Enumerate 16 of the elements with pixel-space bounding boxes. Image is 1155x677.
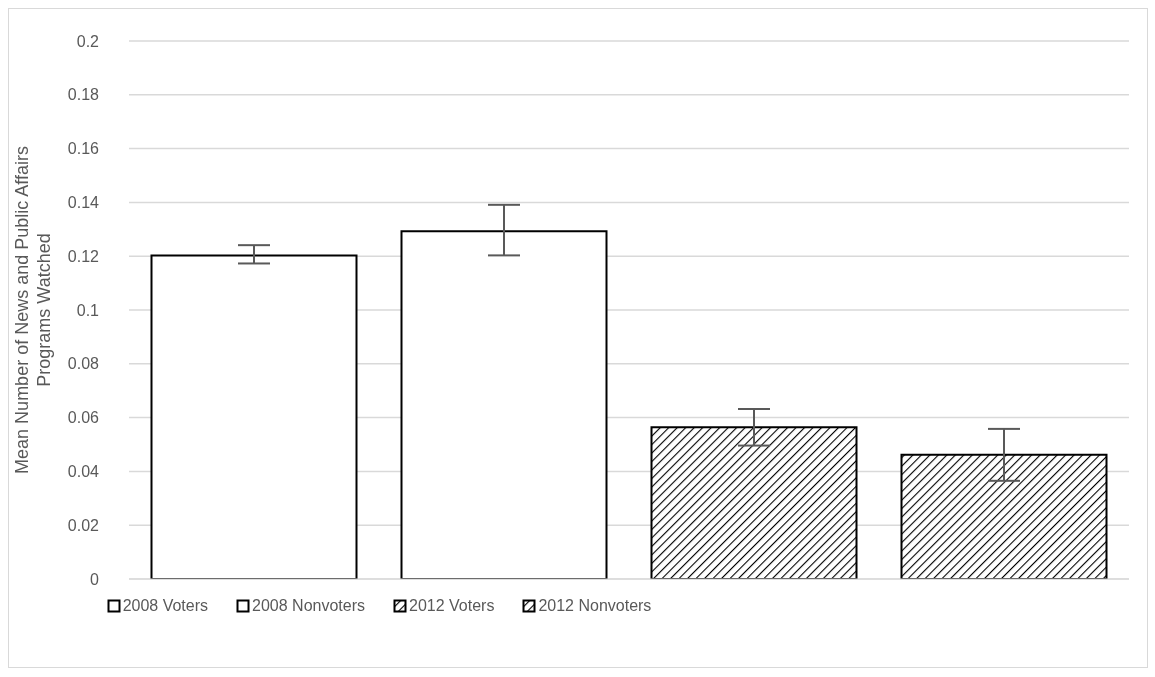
y-tick-label: 0.12	[67, 247, 100, 265]
y-tick-label: 0.1	[76, 301, 100, 319]
y-tick-label: 0.08	[67, 355, 100, 373]
y-tick-label: 0.18	[67, 86, 100, 104]
legend-label: 2012 Nonvoters	[538, 597, 652, 615]
y-axis-title: Mean Number of News and Public Affairs Programs Watched	[12, 146, 54, 474]
legend-label: 2008 Voters	[122, 597, 209, 615]
y-tick-label: 0.14	[67, 194, 100, 212]
y-tick-label: 0	[90, 570, 100, 588]
legend-label: 2008 Nonvoters	[252, 597, 365, 615]
y-tick-label: 0.02	[67, 516, 100, 534]
legend-label: 2012 Voters	[409, 597, 495, 615]
y-tick-label: 0.06	[67, 409, 100, 427]
y-tick-label: 0.04	[67, 463, 100, 481]
y-tick-label: 0.2	[76, 32, 100, 50]
y-tick-label: 0.16	[67, 140, 100, 158]
